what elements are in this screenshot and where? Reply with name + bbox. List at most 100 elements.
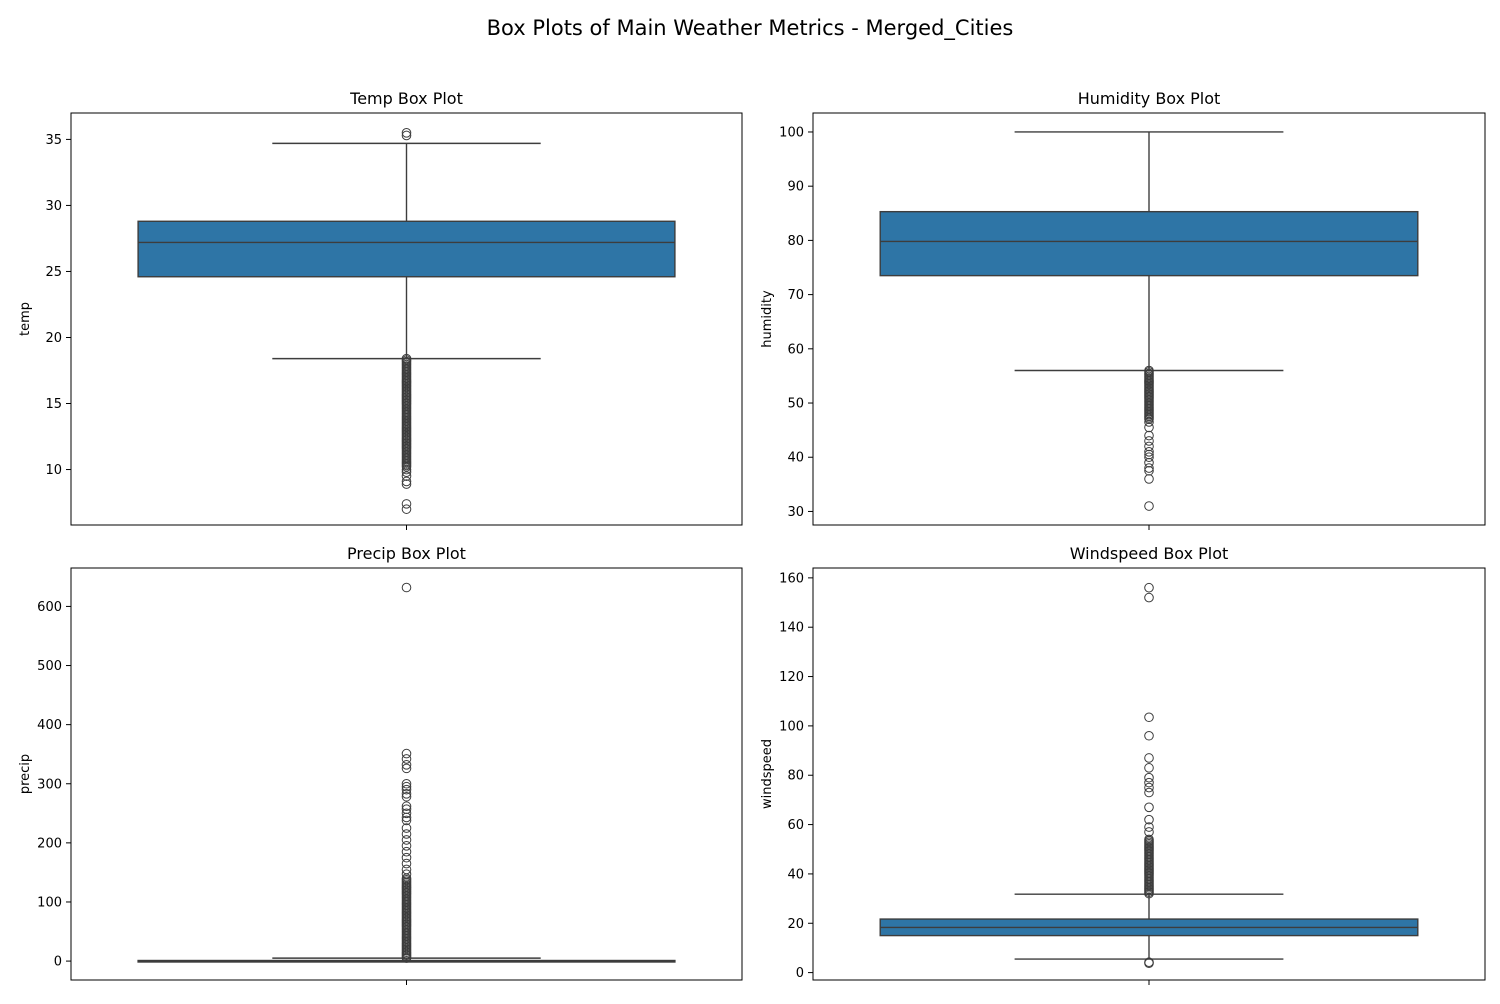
subplot-4: Windspeed Box Plot windspeed 0 20 40 60 80 100 1… <box>760 544 1486 985</box>
y-tick-label: 20 <box>45 331 62 346</box>
outlier-point <box>401 789 412 799</box>
outlier-point <box>401 499 412 509</box>
outlier-point <box>401 784 412 795</box>
outlier-point <box>401 869 412 879</box>
outlier-point <box>401 953 412 963</box>
outlier-point <box>401 471 412 481</box>
y-axis-label: precip <box>18 754 33 794</box>
outlier-point <box>401 858 412 869</box>
y-axis-label: temp <box>18 302 33 336</box>
outlier-point <box>401 476 412 487</box>
outlier-point <box>401 748 412 759</box>
axes-frame <box>812 112 1486 526</box>
outlier-point <box>401 582 412 593</box>
y-tick-label: 80 <box>787 769 804 784</box>
outlier-point <box>1144 474 1154 484</box>
y-tick-label: 500 <box>37 659 62 674</box>
y-tick-label: 600 <box>37 600 62 615</box>
outlier-point <box>401 829 412 839</box>
outlier-point <box>1144 592 1154 603</box>
y-tick-label: 35 <box>45 133 62 148</box>
y-tick-label: 100 <box>37 895 62 910</box>
outlier-point <box>401 808 412 819</box>
y-tick-label: 30 <box>45 199 62 214</box>
outlier-point <box>1144 463 1154 473</box>
subplot-title: Humidity Box Plot <box>1078 89 1221 108</box>
subplot-2: Humidity Box Plot humidity 30 40 50 60 70 80 90 1… <box>760 89 1486 530</box>
subplot-3: Precip Box Plot precip 0 100 200 300 400 500 600 <box>18 544 743 985</box>
outlier-point <box>401 467 412 477</box>
outlier-point <box>401 812 412 823</box>
outlier-point <box>1144 888 1154 899</box>
y-tick-label: 80 <box>787 234 804 249</box>
axes-frame <box>70 112 743 526</box>
subplot-title: Windspeed Box Plot <box>1070 544 1229 563</box>
outlier-point <box>401 754 412 764</box>
y-tick-label: 0 <box>54 955 62 970</box>
outlier-point <box>401 846 412 857</box>
outlier-point <box>1144 958 1154 969</box>
outlier-point <box>1144 501 1154 511</box>
figure-title: Box Plots of Main Weather Metrics - Merg… <box>486 16 1014 40</box>
y-tick-label: 120 <box>779 670 804 685</box>
outlier-point <box>1144 802 1154 813</box>
y-tick-label: 200 <box>37 836 62 851</box>
outlier-point <box>401 864 412 875</box>
outlier-point <box>1144 452 1154 463</box>
y-tick-label: 160 <box>779 571 804 586</box>
outlier-point <box>401 462 412 472</box>
y-tick-label: 0 <box>796 966 804 981</box>
outlier-point <box>401 835 412 845</box>
outlier-point <box>401 852 412 863</box>
outlier-point <box>401 823 412 833</box>
y-tick-label: 60 <box>787 342 804 357</box>
y-tick-label: 50 <box>787 397 804 412</box>
outlier-point <box>1144 787 1154 798</box>
axes-frame <box>70 567 743 981</box>
y-tick-label: 40 <box>787 867 804 882</box>
box-iqr <box>879 210 1419 277</box>
y-tick-label: 30 <box>787 505 804 520</box>
y-tick-label: 140 <box>779 621 804 636</box>
y-tick-label: 300 <box>37 777 62 792</box>
subplot-title: Temp Box Plot <box>349 89 463 108</box>
y-axis-label: windspeed <box>760 739 775 809</box>
outlier-point <box>1144 822 1154 832</box>
outlier-point <box>1144 447 1154 457</box>
outlier-point <box>1144 814 1154 825</box>
outlier-point <box>1144 827 1154 837</box>
outlier-point <box>401 479 412 489</box>
y-tick-label: 25 <box>45 265 62 280</box>
y-tick-label: 400 <box>37 718 62 733</box>
outlier-point <box>401 763 412 774</box>
box-iqr <box>137 220 676 278</box>
axes-frame <box>812 567 1486 981</box>
y-axis-label: humidity <box>760 290 775 348</box>
y-tick-label: 40 <box>787 451 804 466</box>
y-tick-label: 20 <box>787 917 804 932</box>
y-tick-label: 10 <box>45 463 62 478</box>
outlier-point <box>1144 436 1154 446</box>
outlier-point <box>1144 782 1154 793</box>
y-tick-label: 100 <box>779 719 804 734</box>
outlier-point <box>401 778 412 789</box>
outlier-point <box>401 801 412 812</box>
outlier-point <box>1144 763 1154 773</box>
y-tick-label: 15 <box>45 397 62 412</box>
outlier-point <box>401 791 412 802</box>
outlier-point <box>401 815 412 826</box>
y-tick-label: 70 <box>787 288 804 303</box>
outlier-point <box>1144 772 1154 783</box>
y-tick-label: 60 <box>787 818 804 833</box>
outlier-point <box>401 760 412 770</box>
outlier-point <box>401 128 412 138</box>
outlier-point <box>401 841 412 851</box>
y-tick-label: 90 <box>787 180 804 195</box>
outlier-point <box>401 464 412 475</box>
outlier-point <box>1144 430 1154 441</box>
outlier-point <box>1144 712 1154 723</box>
outlier-point <box>1144 777 1154 788</box>
outlier-point <box>1144 753 1154 763</box>
y-tick-label: 100 <box>779 125 804 140</box>
